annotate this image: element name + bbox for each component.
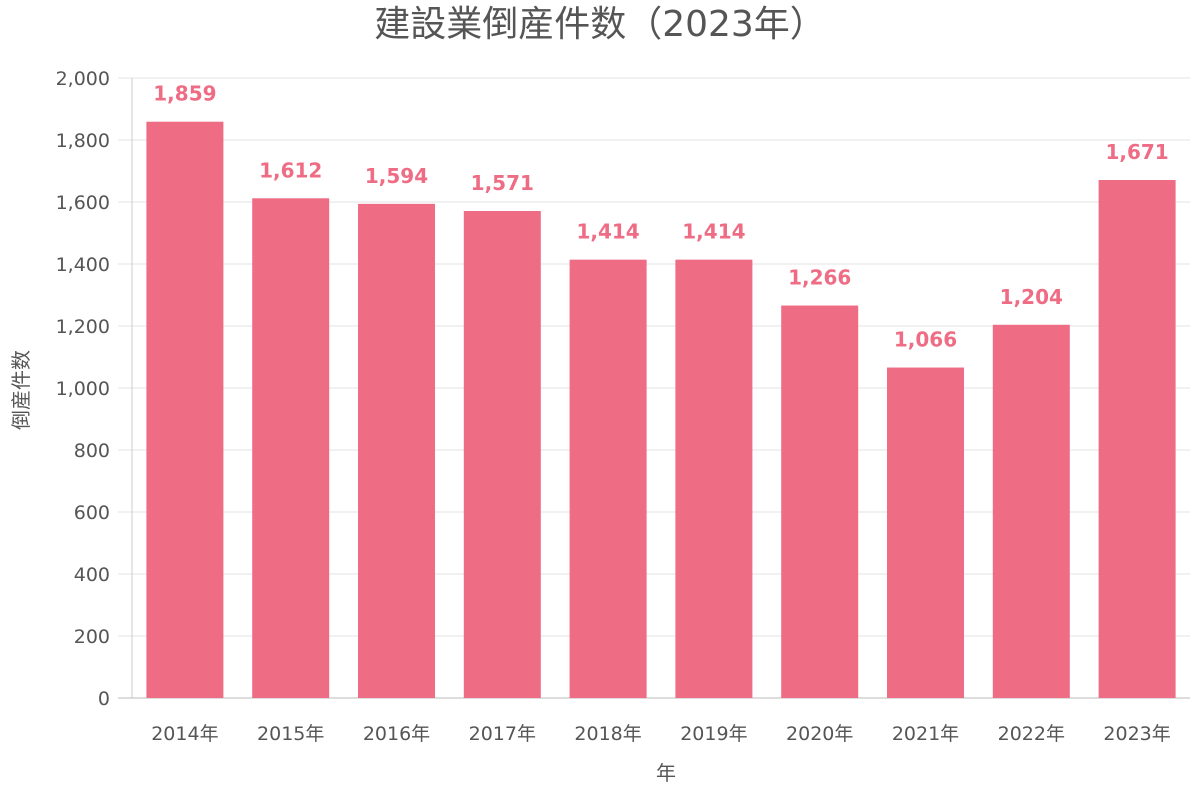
y-tick-label: 1,400 <box>56 254 110 276</box>
y-tick-label: 400 <box>74 564 110 586</box>
bar <box>146 121 224 698</box>
y-tick-label: 200 <box>74 626 110 648</box>
data-label: 1,204 <box>1000 285 1063 309</box>
x-tick-label: 2020年 <box>786 723 853 745</box>
x-tick-label: 2015年 <box>257 723 324 745</box>
data-label: 1,594 <box>365 164 428 188</box>
bars <box>146 121 1176 699</box>
data-label: 1,066 <box>894 328 957 352</box>
y-tick-label: 1,600 <box>56 192 110 214</box>
value-labels: 1,859 1,612 1,594 1,571 1,414 1,414 1,266 1,066… <box>153 82 1168 352</box>
data-label: 1,414 <box>682 220 745 244</box>
x-tick-label: 2017年 <box>469 723 536 745</box>
data-label: 1,266 <box>788 266 851 290</box>
y-tick-label: 800 <box>74 440 110 462</box>
bar <box>992 324 1070 698</box>
y-tick-label: 1,000 <box>56 378 110 400</box>
data-label: 1,414 <box>576 220 639 244</box>
y-tick-label: 1,200 <box>56 316 110 338</box>
y-tick-label: 0 <box>98 688 110 710</box>
bar <box>252 198 330 698</box>
y-tick-label: 2,000 <box>56 68 110 90</box>
bar <box>781 305 859 698</box>
x-tick-label: 2021年 <box>892 723 959 745</box>
y-tick-labels: 0 200 400 600 800 1,000 1,200 1,400 1,600 1,800 2,… <box>56 68 110 710</box>
data-label: 1,612 <box>259 158 322 182</box>
bar <box>887 367 964 698</box>
bar <box>463 210 541 699</box>
x-tick-labels: 2014年 2015年 2016年 2017年 2018年 2019年 2020年 2021年… <box>151 723 1171 745</box>
data-label: 1,671 <box>1105 140 1168 164</box>
y-tick-label: 1,800 <box>56 130 110 152</box>
bar <box>675 259 753 698</box>
x-tick-label: 2016年 <box>363 723 430 745</box>
bar <box>358 203 435 699</box>
x-tick-label: 2022年 <box>998 723 1065 745</box>
data-label: 1,859 <box>153 82 216 106</box>
data-label: 1,571 <box>471 171 534 195</box>
x-tick-label: 2014年 <box>151 723 218 745</box>
x-tick-label: 2023年 <box>1103 723 1170 745</box>
x-axis-label: 年 <box>656 761 676 785</box>
bar <box>569 259 647 698</box>
y-tick-label: 600 <box>74 502 110 524</box>
x-tick-label: 2018年 <box>574 723 641 745</box>
x-tick-label: 2019年 <box>680 723 747 745</box>
y-axis-label: 倒産件数 <box>9 350 33 430</box>
chart-title: 建設業倒産件数（2023年） <box>374 4 826 45</box>
bar <box>1098 179 1176 699</box>
